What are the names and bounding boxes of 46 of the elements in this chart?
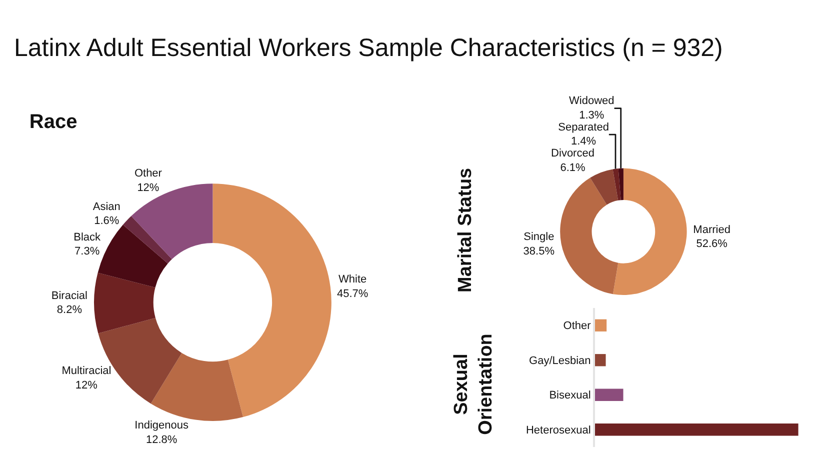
donut-slice xyxy=(618,168,624,200)
text: Marital Status xyxy=(455,168,476,292)
slice-label: Asian xyxy=(92,200,120,213)
bar xyxy=(595,424,798,436)
chart-subtitle: Race xyxy=(29,111,78,134)
donut-slice xyxy=(612,168,687,295)
y-tick-label: Gay/Lesbian xyxy=(529,354,591,367)
data-label: 38.5% xyxy=(523,245,555,258)
slice-label: Other xyxy=(134,168,162,180)
data-label: 45.7% xyxy=(336,288,368,300)
data-label: 1.3% xyxy=(579,109,604,122)
slice-label: White xyxy=(338,274,367,286)
slice-label: Multiracial xyxy=(62,365,112,378)
data-label: 12.8% xyxy=(146,434,178,446)
slice-label: Married xyxy=(693,224,730,236)
data-label: 12% xyxy=(75,379,98,392)
slice-label: Single xyxy=(524,231,554,244)
bar xyxy=(595,354,606,366)
donut-slice xyxy=(560,178,618,294)
donut-slice xyxy=(150,352,244,421)
data-label: 1.6% xyxy=(94,215,120,228)
y-tick-label: Heterosexual xyxy=(526,424,591,436)
donut-slice xyxy=(612,168,621,200)
data-label: 1.4% xyxy=(571,136,596,148)
data-label: 6.1% xyxy=(560,162,586,174)
donut-slice xyxy=(212,184,332,418)
bar xyxy=(595,388,624,401)
slice-label: Separated xyxy=(558,121,609,134)
y-tick-label: Bisexual xyxy=(549,390,591,402)
slice-label: Biracial xyxy=(51,290,88,302)
slice-label: Black xyxy=(74,231,102,244)
donut-slice xyxy=(94,272,156,334)
chart-title: Latinx Adult Essential Workers Sample Characteristics (n = 932) xyxy=(14,34,723,63)
slice-label: Indigenous xyxy=(134,419,189,432)
slice-label: Widowed xyxy=(569,95,614,108)
donut-slice xyxy=(122,216,172,264)
donut-slice xyxy=(131,184,213,260)
text: Sexual Orientation xyxy=(451,334,497,435)
data-label: 12% xyxy=(137,182,160,194)
data-label: 52.6% xyxy=(696,238,728,250)
data-label: 7.3% xyxy=(74,246,100,258)
bar xyxy=(595,319,607,332)
donut-slice xyxy=(590,169,618,205)
slice-label: Divorced xyxy=(551,148,594,160)
data-label: 8.2% xyxy=(56,304,82,316)
y-tick-label: Other xyxy=(563,320,592,332)
